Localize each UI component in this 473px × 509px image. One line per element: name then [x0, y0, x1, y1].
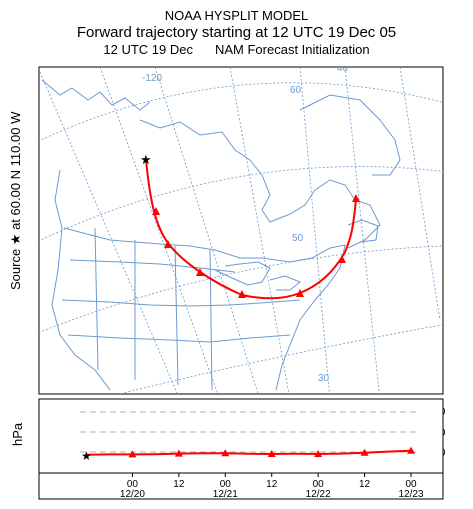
arctic-coast [41, 79, 151, 111]
parallel-60 [39, 82, 443, 142]
grid-label-40: 40 [337, 63, 349, 74]
state-line-3 [67, 334, 291, 343]
great-lakes [214, 261, 271, 286]
profile-marker-6 [360, 448, 369, 456]
time-tick-label-date: 12/20 [120, 489, 145, 500]
profile-marker-2 [174, 449, 183, 457]
time-tick-label-hour: 00 [220, 479, 232, 490]
map-frame [38, 66, 444, 395]
time-tick-label-hour: 12 [266, 479, 278, 490]
trajectory-marker-2 [164, 240, 172, 248]
state-line-6 [174, 245, 179, 386]
meridian-7 [399, 67, 441, 321]
time-tick-label-date: 12/23 [398, 489, 423, 500]
start-time: 12 UTC 19 Dec [103, 42, 193, 57]
met-data-source: NAM Forecast Initialization [214, 42, 370, 57]
lat-lon-grid [39, 67, 443, 394]
profile-frame [38, 398, 444, 474]
state-line-4 [94, 227, 99, 371]
time-tick-label-hour: 00 [405, 479, 417, 490]
state-line-1 [69, 259, 236, 273]
trajectory-marker-7 [352, 194, 360, 202]
source-star-icon: ★ [140, 152, 152, 167]
trajectory-markers [152, 194, 360, 298]
profile-marker-1 [128, 450, 137, 458]
grid-label-lat-50: 50 [292, 233, 304, 244]
trajectory-marker-5 [296, 289, 304, 297]
canada-us-border [63, 227, 346, 263]
profile-markers [128, 446, 415, 458]
grid-label-lat-30: 30 [318, 373, 330, 384]
parallel-30 [117, 324, 443, 394]
map-boundaries [41, 79, 401, 391]
profile-trajectory-line [85, 449, 412, 456]
trajectory-marker-6 [338, 255, 346, 263]
profile-marker-7 [407, 446, 415, 454]
profile-marker-4 [267, 450, 276, 457]
trajectory-marker-4 [238, 290, 246, 298]
chart-title: NOAA HYSPLIT MODEL [164, 8, 309, 23]
trajectory-line [145, 159, 357, 300]
parallel-50 [39, 166, 443, 242]
trajectory-marker-1 [152, 207, 160, 215]
parallel-40 [39, 245, 443, 333]
time-axis-frame [38, 472, 444, 500]
grid-label-lat-60: 60 [290, 85, 302, 96]
east-coast [275, 244, 346, 391]
chart-subtitle: Forward trajectory starting at 12 UTC 19… [76, 24, 397, 41]
profile-marker-5 [314, 450, 323, 457]
time-tick-label-date: 12/22 [306, 489, 331, 500]
time-tick-label-hour: 00 [313, 479, 325, 490]
meridian-2 [99, 67, 219, 394]
state-line-7 [209, 249, 213, 391]
time-tick-label-hour: 12 [173, 479, 185, 490]
vertical-profile-panel: ★ [38, 398, 444, 474]
grid-label-lon-120: -120 [142, 73, 162, 84]
time-tick-label-hour: 12 [359, 479, 371, 490]
west-coast [51, 169, 111, 391]
trajectory-marker-3 [196, 268, 204, 276]
meridian-1 [39, 71, 178, 394]
state-line-2 [61, 299, 301, 307]
model-info: 12 UTC 19 Dec NAM Forecast Initialization [0, 42, 473, 57]
maritimes-coast [347, 219, 379, 243]
great-lakes-east [269, 275, 301, 291]
map-panel: -120 40 60 50 30 ★ [38, 63, 444, 395]
meridian-4 [229, 67, 290, 394]
time-tick-label-date: 12/21 [213, 489, 238, 500]
baffin-coast [299, 94, 401, 176]
profile-source-star-icon: ★ [81, 449, 92, 463]
hudson-bay-coast [139, 119, 381, 249]
time-tick-label-hour: 00 [127, 479, 139, 490]
profile-marker-3 [221, 449, 230, 457]
